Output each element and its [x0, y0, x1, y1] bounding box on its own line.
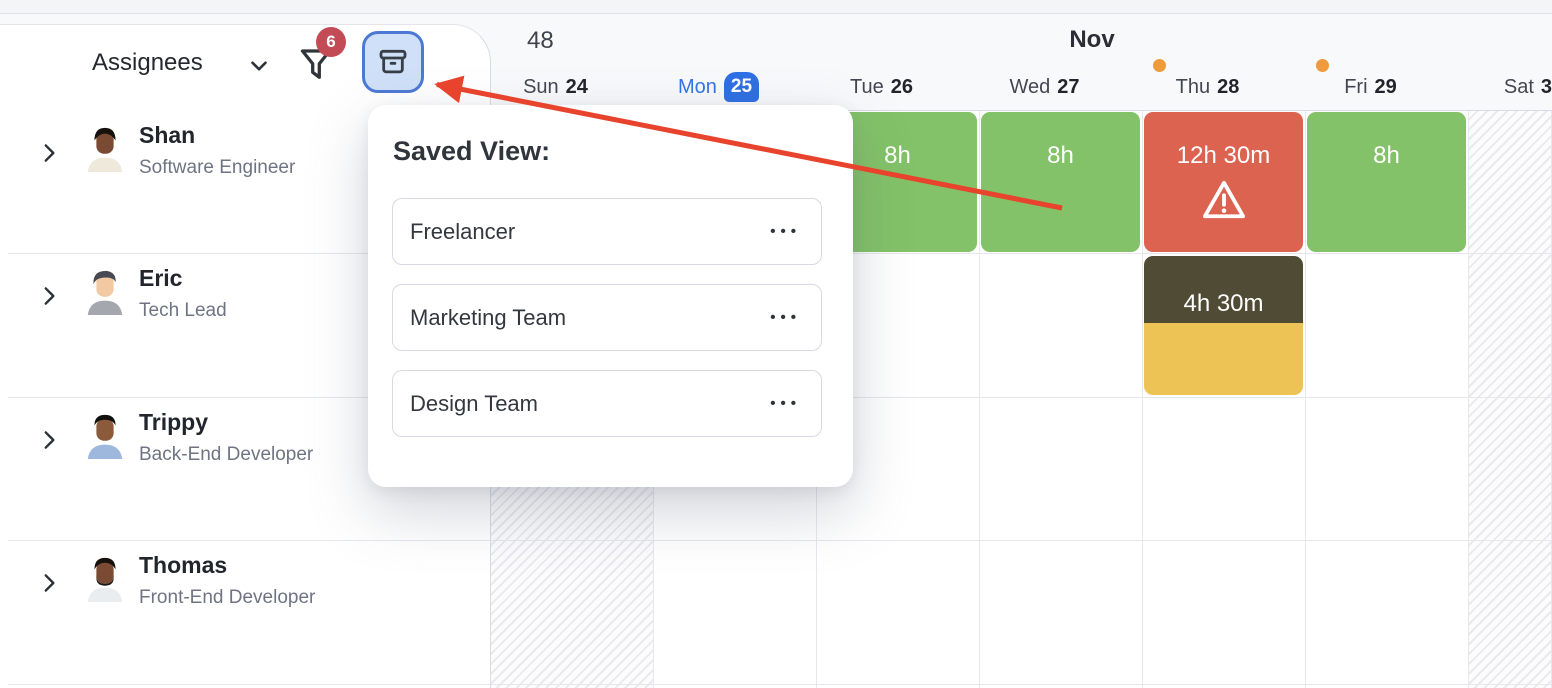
day-header-mon-selected[interactable]: Mon 25	[637, 72, 800, 102]
allocation-cell-shan-fri[interactable]: 8h	[1307, 112, 1466, 252]
popup-title: Saved View:	[393, 136, 551, 166]
saved-view-popup: Saved View: Freelancer ••• Marketing Tea…	[368, 105, 853, 487]
row-separator	[8, 684, 1552, 685]
filter-count-badge: 6	[316, 27, 346, 57]
allocation-cell-shan-thu-overloaded[interactable]: 12h 30m	[1144, 112, 1303, 252]
grid-column-line	[1142, 110, 1143, 688]
expand-chevron-icon[interactable]	[36, 283, 62, 314]
day-header-tue[interactable]: Tue 26	[850, 75, 913, 98]
expand-chevron-icon[interactable]	[36, 427, 62, 458]
deadline-dot-thu	[1153, 59, 1166, 72]
saved-view-item-freelancer[interactable]: Freelancer •••	[392, 198, 822, 265]
panel-header: Assignees 6	[0, 24, 491, 111]
chevron-down-icon[interactable]	[246, 53, 272, 84]
person-row-shan[interactable]: Shan Software Engineer	[0, 110, 490, 253]
selected-day-badge: 25	[723, 72, 760, 102]
row-separator	[8, 540, 1552, 541]
allocation-cell-shan-wed[interactable]: 8h	[981, 112, 1140, 252]
deadline-dot-fri	[1316, 59, 1329, 72]
day-header-wed[interactable]: Wed 27	[1009, 75, 1080, 98]
saved-view-item-design-team[interactable]: Design Team •••	[392, 370, 822, 437]
avatar	[82, 126, 128, 172]
archive-box-icon	[379, 49, 407, 74]
grid-column-line	[1305, 110, 1306, 688]
weekend-column-saturday	[1469, 111, 1552, 688]
grid-column-line	[979, 110, 980, 688]
avatar	[82, 556, 128, 602]
item-menu-dots[interactable]: •••	[770, 395, 801, 412]
week-number: 48	[527, 27, 554, 54]
day-header-sun[interactable]: Sun 24	[523, 75, 588, 98]
overload-warning-icon	[1144, 179, 1303, 221]
allocation-task-bar	[1144, 323, 1303, 395]
saved-views-button[interactable]	[362, 31, 424, 93]
person-row-trippy[interactable]: Trippy Back-End Developer	[0, 397, 490, 540]
day-header-thu[interactable]: Thu 28	[1175, 75, 1240, 98]
person-row-thomas[interactable]: Thomas Front-End Developer	[0, 540, 490, 683]
grid-column-line	[1468, 110, 1469, 688]
person-row-eric[interactable]: Eric Tech Lead	[0, 253, 490, 396]
expand-chevron-icon[interactable]	[36, 570, 62, 601]
allocation-cell-eric-thu[interactable]: 4h 30m	[1144, 256, 1303, 395]
saved-view-item-marketing-team[interactable]: Marketing Team •••	[392, 284, 822, 351]
item-menu-dots[interactable]: •••	[770, 223, 801, 240]
top-band	[0, 0, 1552, 14]
expand-chevron-icon[interactable]	[36, 140, 62, 171]
avatar	[82, 413, 128, 459]
month-label: Nov	[1069, 26, 1115, 53]
item-menu-dots[interactable]: •••	[770, 309, 801, 326]
assignees-dropdown-label[interactable]: Assignees	[92, 49, 203, 76]
avatar	[82, 269, 128, 315]
day-header-sat[interactable]: Sat 30	[1503, 75, 1552, 98]
allocation-total-bar: 4h 30m	[1144, 256, 1303, 323]
day-header-fri[interactable]: Fri 29	[1344, 75, 1397, 98]
